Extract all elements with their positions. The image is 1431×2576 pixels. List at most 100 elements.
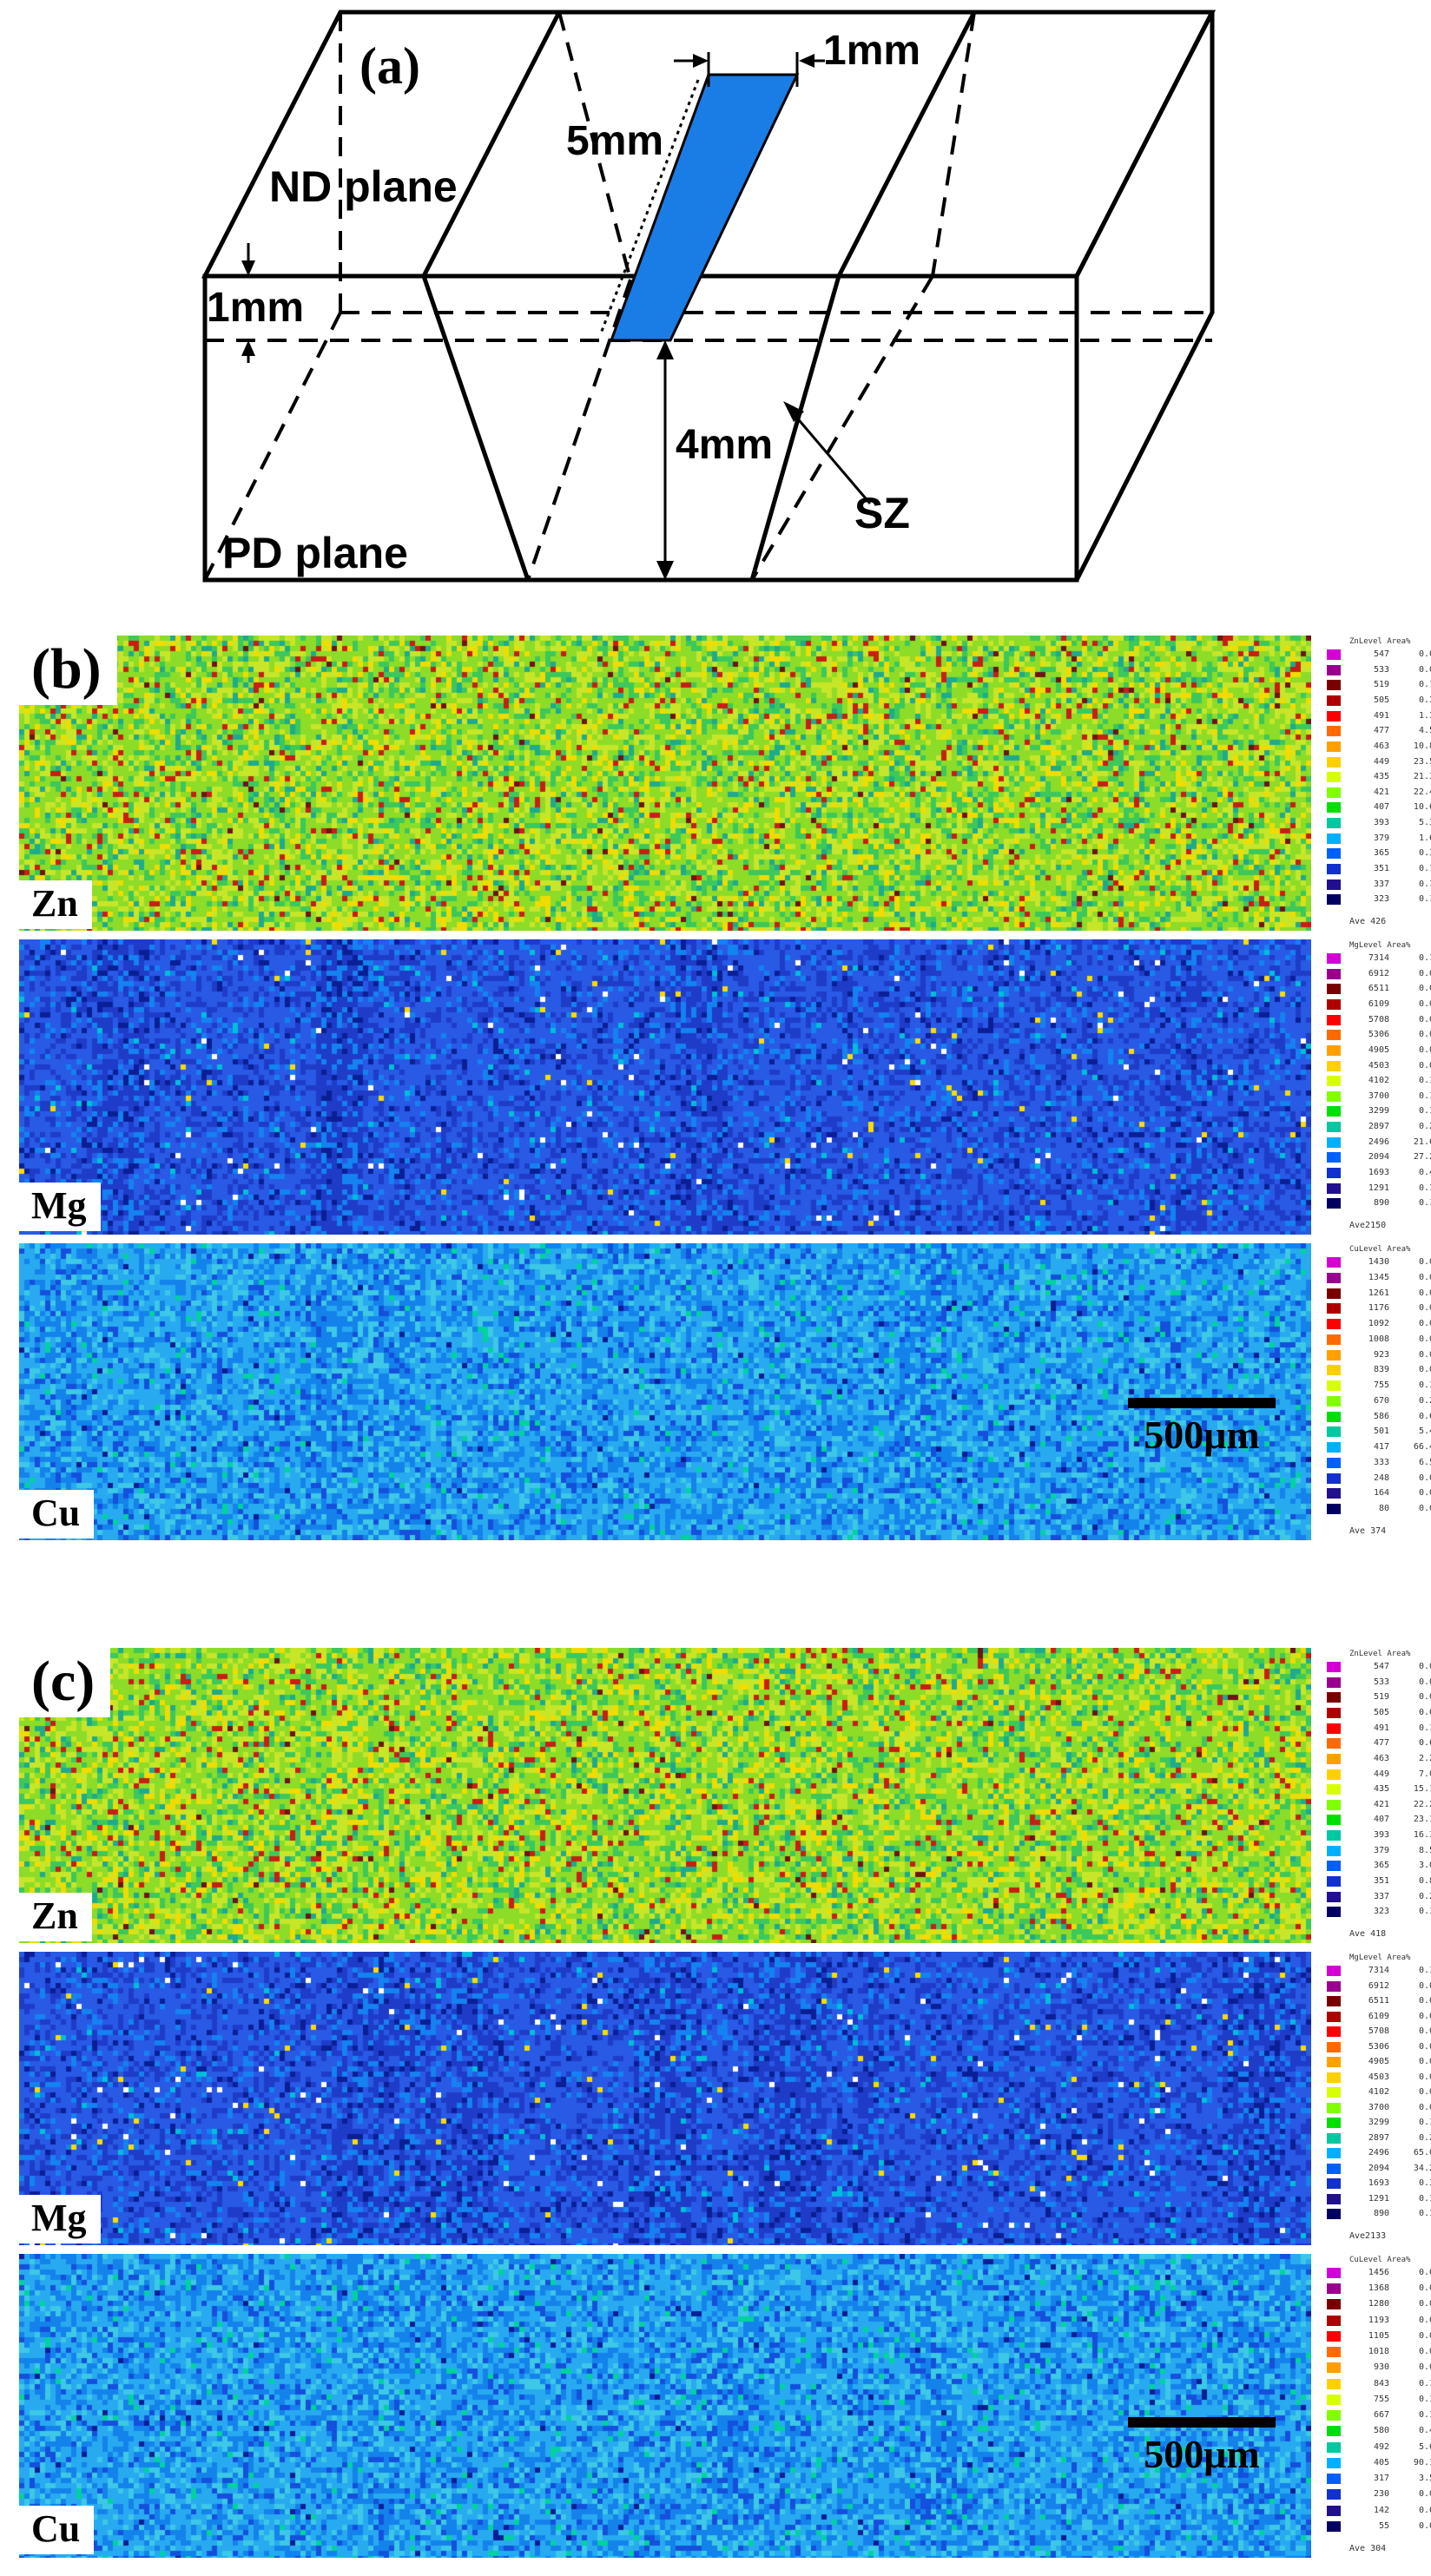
- legend-level: 393: [1373, 1830, 1389, 1841]
- legend-row: 417 66.4: [1325, 1442, 1431, 1454]
- legend-row: 4102 0.1: [1325, 1076, 1431, 1088]
- legend-level: 407: [1373, 1815, 1389, 1825]
- legend-level: 580: [1373, 2426, 1389, 2436]
- legend-swatch: [1327, 1152, 1341, 1163]
- legend-level: 2496: [1368, 1136, 1389, 1147]
- legend-level: 6109: [1368, 2011, 1389, 2021]
- legend-area: 2.2: [1418, 1753, 1431, 1763]
- legend-level: 505: [1373, 695, 1389, 705]
- sz-boundary-right: [749, 10, 977, 581]
- legend-area: 0.0: [1418, 2268, 1431, 2277]
- legend-swatch: [1327, 1168, 1341, 1179]
- legend-area: 3.0: [1418, 1861, 1431, 1871]
- legend-swatch: [1327, 2193, 1341, 2204]
- legend-row: 7314 0.1: [1325, 1966, 1431, 1978]
- legend-row: 337 0.2: [1325, 1891, 1431, 1904]
- legend-level: 379: [1373, 833, 1389, 843]
- legend-level: 492: [1373, 2441, 1389, 2452]
- legend-row: 477 4.5: [1325, 726, 1431, 738]
- legend-row: 463 2.2: [1325, 1753, 1431, 1766]
- legend-level: 7314: [1368, 1966, 1389, 1975]
- map-b-cu: Cu 500μm: [19, 1243, 1311, 1540]
- legend-level: 393: [1373, 818, 1389, 828]
- legend-row: 670 0.2: [1325, 1395, 1431, 1408]
- legend-area: 0.1: [1418, 879, 1431, 889]
- legend-average: Ave 426: [1349, 917, 1387, 926]
- legend-area: 7.0: [1418, 1769, 1431, 1779]
- legend-c-mg: MgLevel Area% 7314 0.1 6912 0.0 6511 0.0 6109 0.…: [1325, 1952, 1431, 2245]
- legend-row: 547 0.0: [1325, 649, 1431, 662]
- legend-row: 1092 0.0: [1325, 1319, 1431, 1331]
- legend-swatch: [1327, 1106, 1341, 1117]
- legend-header: MgLevel Area%: [1349, 941, 1411, 950]
- legend-area: 0.4: [1418, 1168, 1431, 1178]
- legend-row: 580 0.4: [1325, 2426, 1431, 2438]
- sample-slice: [609, 73, 800, 342]
- element-label-cu: Cu: [19, 2506, 95, 2554]
- legend-level: 2094: [1368, 1152, 1389, 1163]
- legend-swatch: [1327, 2072, 1341, 2083]
- legend-area: 0.0: [1418, 1288, 1431, 1298]
- legend-level: 337: [1373, 879, 1389, 889]
- legend-row: 4503 0.0: [1325, 1060, 1431, 1073]
- panel-b-label: (b): [19, 636, 117, 705]
- legend-row: 7314 0.1: [1325, 953, 1431, 965]
- legend-swatch: [1327, 2283, 1341, 2295]
- legend-header: CuLevel Area%: [1349, 2256, 1411, 2264]
- legend-area: 23.1: [1413, 1815, 1431, 1825]
- legend-level: 491: [1373, 710, 1389, 721]
- legend-area: 0.1: [1418, 2410, 1431, 2421]
- legend-row: 2496 21.6: [1325, 1136, 1431, 1150]
- legend-area: 0.0: [1418, 1504, 1431, 1514]
- legend-level: 5306: [1368, 2041, 1389, 2052]
- legend-level: 755: [1373, 2394, 1389, 2404]
- legend-row: 5306 0.0: [1325, 2041, 1431, 2054]
- legend-area: 0.1: [1418, 1183, 1431, 1193]
- legend-area: 0.1: [1418, 2118, 1431, 2128]
- legend-row: 5306 0.0: [1325, 1030, 1431, 1042]
- legend-swatch: [1327, 894, 1341, 906]
- legend-level: 333: [1373, 1457, 1389, 1467]
- legend-area: 34.2: [1413, 2163, 1431, 2173]
- legend-row: 6109 0.0: [1325, 998, 1431, 1011]
- legend-level: 519: [1373, 680, 1389, 690]
- legend-row: 248 0.0: [1325, 1472, 1431, 1486]
- scale-bar-label: 500μm: [1144, 1413, 1260, 1457]
- legend-area: 0.8: [1418, 1876, 1431, 1887]
- dim-5mm: 5mm: [566, 118, 663, 164]
- legend-swatch: [1327, 1183, 1341, 1194]
- legend-row: 2094 34.2: [1325, 2163, 1431, 2176]
- map-b-mg: Mg: [19, 939, 1311, 1235]
- legend-level: 2897: [1368, 2132, 1389, 2143]
- legend-row: 800.0: [1325, 1504, 1431, 1516]
- legend-row: 930 0.0: [1325, 2362, 1431, 2375]
- legend-level: 1291: [1368, 2193, 1389, 2204]
- legend-swatch: [1327, 1861, 1341, 1872]
- legend-area: 0.0: [1418, 1319, 1431, 1329]
- scale-bar-b: 500μm: [1124, 1398, 1280, 1458]
- legend-row: 230 0.0: [1325, 2489, 1431, 2501]
- legend-swatch: [1327, 1303, 1341, 1314]
- map-c-cu: Cu 500μm: [19, 2254, 1311, 2558]
- legend-level: 6912: [1368, 1980, 1389, 1991]
- legend-swatch: [1327, 2457, 1341, 2468]
- legend-row: 519 0.1: [1325, 680, 1431, 692]
- legend-area: 0.1: [1418, 1723, 1431, 1733]
- legend-row: 5708 0.0: [1325, 1014, 1431, 1027]
- legend-level: 4503: [1368, 2072, 1389, 2082]
- panel-a-schematic: (a) ND plane PD plane 1mm 5mm 1mm 4mm SZ: [201, 10, 1217, 583]
- legend-level: 1368: [1368, 2283, 1389, 2294]
- legend-swatch: [1327, 1380, 1341, 1392]
- legend-area: 15.1: [1413, 1784, 1431, 1795]
- legend-swatch: [1327, 2026, 1341, 2038]
- legend-swatch: [1327, 1136, 1341, 1148]
- legend-swatch: [1327, 1288, 1341, 1299]
- legend-swatch: [1327, 2148, 1341, 2159]
- legend-area: 21.3: [1413, 772, 1431, 782]
- legend-b-cu: CuLevel Area% 1430 0.0 1345 0.0 1261 0.0 1176 0.…: [1325, 1243, 1431, 1540]
- legend-level: 1105: [1368, 2330, 1389, 2341]
- legend-area: 0.0: [1418, 2041, 1431, 2052]
- legend-level: 1291: [1368, 1183, 1389, 1193]
- legend-level: 4102: [1368, 1076, 1389, 1086]
- legend-area: 0.0: [1418, 2026, 1431, 2037]
